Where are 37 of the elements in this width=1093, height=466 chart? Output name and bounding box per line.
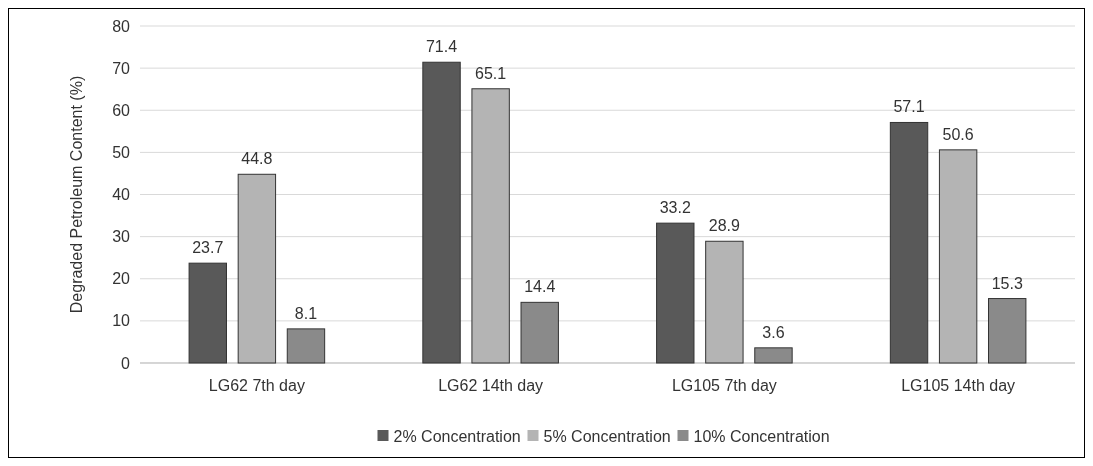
data-label: 15.3 bbox=[991, 274, 1023, 292]
y-tick-label: 0 bbox=[121, 354, 131, 372]
x-tick-label: LG105 7th day bbox=[671, 377, 777, 394]
data-label: 28.9 bbox=[708, 217, 741, 235]
bar bbox=[889, 121, 929, 364]
y-tick-label: 20 bbox=[112, 270, 131, 288]
y-tick-label: 10 bbox=[112, 312, 131, 330]
legend-label: 5% Concentration bbox=[543, 427, 671, 445]
data-label: 3.6 bbox=[762, 323, 785, 341]
y-tick-label: 50 bbox=[112, 143, 131, 161]
bar bbox=[656, 222, 695, 364]
data-label: 14.4 bbox=[524, 278, 556, 296]
bar bbox=[286, 328, 326, 364]
bar bbox=[754, 347, 793, 364]
y-tick-label: 40 bbox=[112, 186, 131, 204]
data-label: 50.6 bbox=[942, 125, 974, 143]
y-tick-label: 30 bbox=[112, 228, 131, 246]
data-label: 8.1 bbox=[294, 304, 318, 322]
bar bbox=[188, 262, 227, 364]
data-label: 65.1 bbox=[475, 64, 507, 82]
bar bbox=[520, 301, 559, 364]
x-tick-label: LG62 14th day bbox=[438, 377, 544, 394]
bar bbox=[422, 61, 461, 364]
x-tick-label: LG105 14th day bbox=[901, 377, 1016, 394]
y-tick-label: 60 bbox=[112, 101, 131, 119]
y-axis-title: Degraded Petroleum Content (%) bbox=[68, 75, 85, 314]
data-label: 33.2 bbox=[659, 199, 691, 217]
data-label: 71.4 bbox=[425, 38, 458, 56]
y-tick-label: 70 bbox=[112, 59, 131, 77]
data-label: 44.8 bbox=[241, 150, 273, 168]
legend-label: 10% Concentration bbox=[693, 427, 830, 445]
data-label: 23.7 bbox=[192, 239, 224, 257]
y-tick-label: 80 bbox=[112, 17, 131, 35]
x-tick-label: LG62 7th day bbox=[208, 377, 305, 394]
legend-label: 2% Concentration bbox=[393, 427, 521, 445]
bar bbox=[988, 298, 1027, 364]
data-label: 57.1 bbox=[893, 98, 925, 116]
